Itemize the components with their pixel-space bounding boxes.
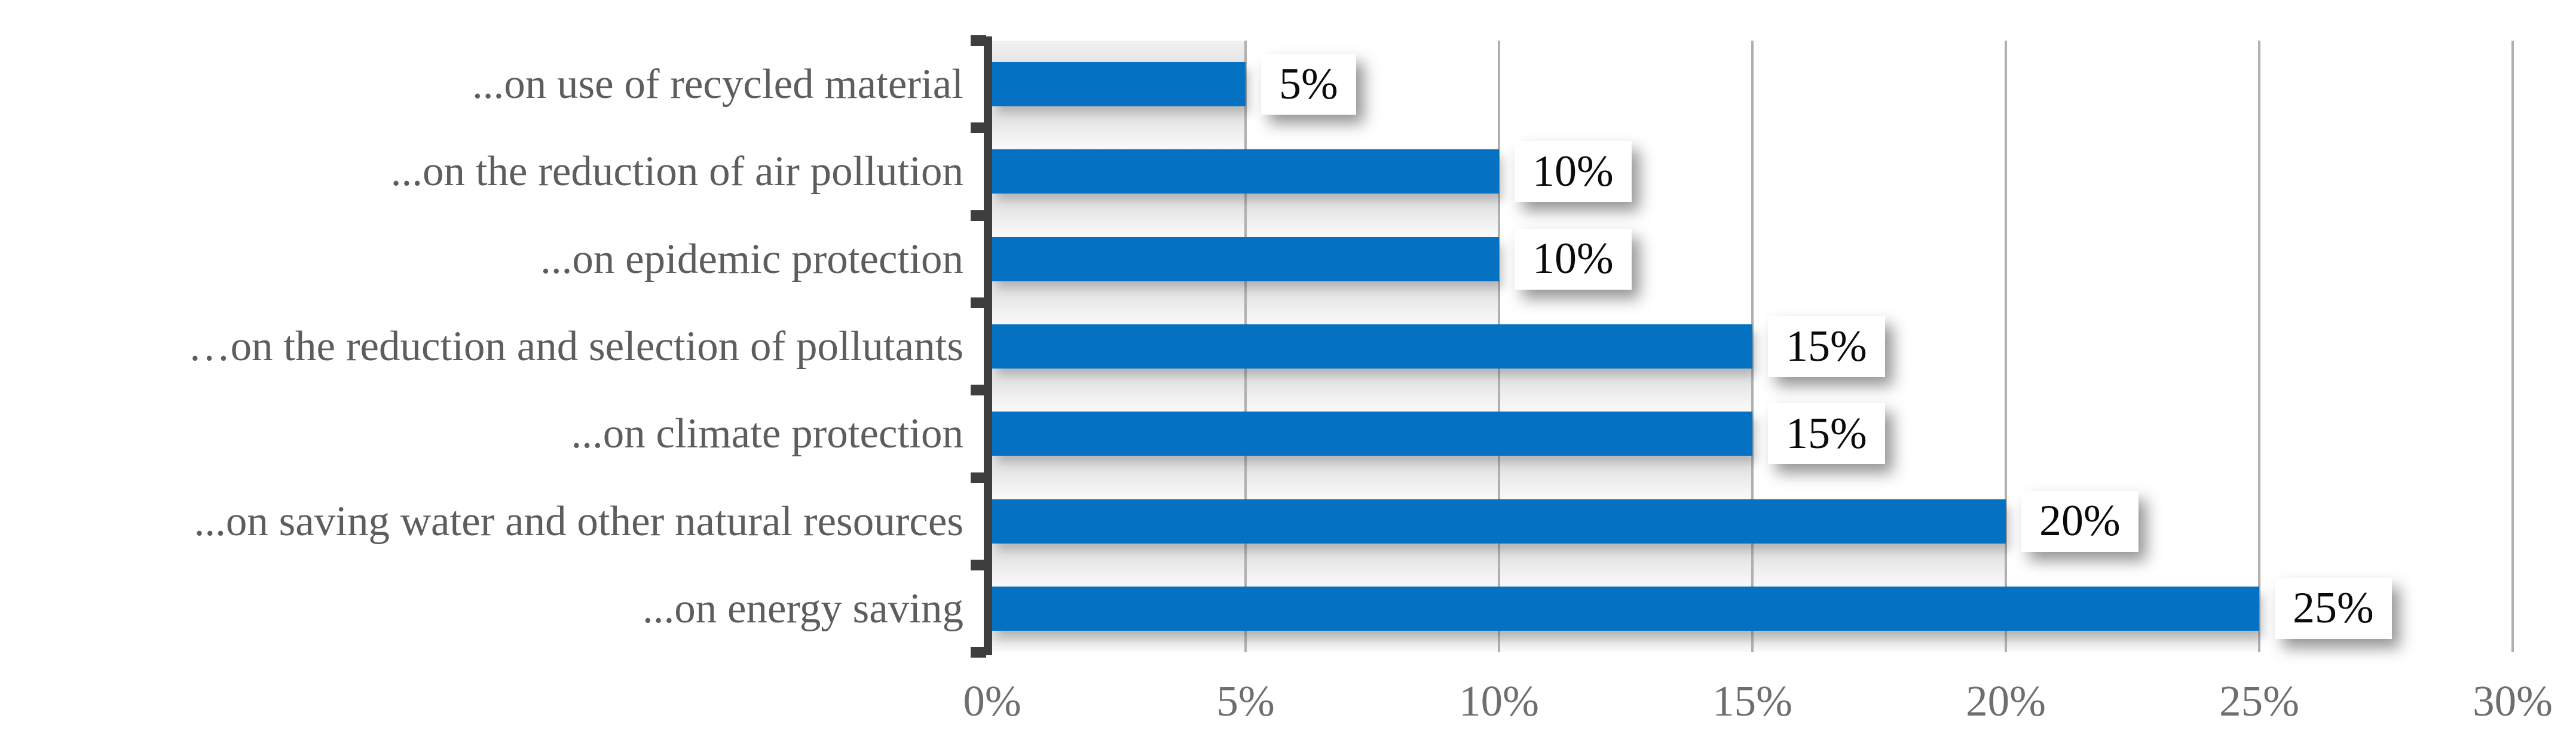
x-tick-label: 5% bbox=[1216, 677, 1275, 725]
bar bbox=[992, 62, 1246, 107]
x-tick-label: 25% bbox=[2219, 677, 2299, 725]
value-label: 10% bbox=[1515, 141, 1632, 202]
y-axis-tick bbox=[971, 297, 986, 308]
value-label: 15% bbox=[1768, 316, 1885, 377]
y-axis-tick bbox=[971, 472, 986, 483]
x-tick-label: 0% bbox=[963, 677, 1021, 725]
category-label: ...on the reduction of air pollution bbox=[390, 148, 963, 195]
bar bbox=[992, 586, 2259, 631]
y-axis-tick bbox=[971, 210, 986, 221]
value-label: 5% bbox=[1261, 54, 1356, 115]
y-axis-tick bbox=[971, 385, 986, 396]
gridline bbox=[2511, 41, 2514, 652]
value-label: 15% bbox=[1768, 403, 1885, 465]
category-label: ...on epidemic protection bbox=[540, 235, 963, 283]
category-label: ...on use of recycled material bbox=[472, 61, 963, 108]
category-label: ...on energy saving bbox=[642, 585, 963, 632]
bar bbox=[992, 324, 1752, 369]
y-axis-tick bbox=[971, 122, 986, 134]
value-label: 10% bbox=[1515, 228, 1632, 290]
x-tick-label: 30% bbox=[2473, 677, 2553, 725]
bar bbox=[992, 412, 1752, 456]
gridline bbox=[1751, 41, 1754, 652]
x-tick-label: 15% bbox=[1712, 677, 1792, 725]
bar bbox=[992, 237, 1499, 281]
category-label: ...on climate protection bbox=[571, 410, 963, 458]
bar bbox=[992, 149, 1499, 194]
value-label: 25% bbox=[2275, 578, 2392, 639]
category-label: …on the reduction and selection of pollu… bbox=[188, 323, 963, 370]
category-label: ...on saving water and other natural res… bbox=[194, 498, 963, 545]
bar bbox=[992, 499, 2006, 544]
y-axis-line bbox=[984, 36, 992, 655]
y-axis-tick bbox=[971, 559, 986, 570]
x-tick-label: 20% bbox=[1966, 677, 2046, 725]
y-axis-tick bbox=[971, 35, 986, 46]
gridline bbox=[2005, 41, 2007, 652]
y-axis-tick bbox=[971, 647, 986, 658]
value-label: 20% bbox=[2021, 490, 2138, 552]
gridline bbox=[2258, 41, 2260, 652]
x-tick-label: 10% bbox=[1459, 677, 1539, 725]
